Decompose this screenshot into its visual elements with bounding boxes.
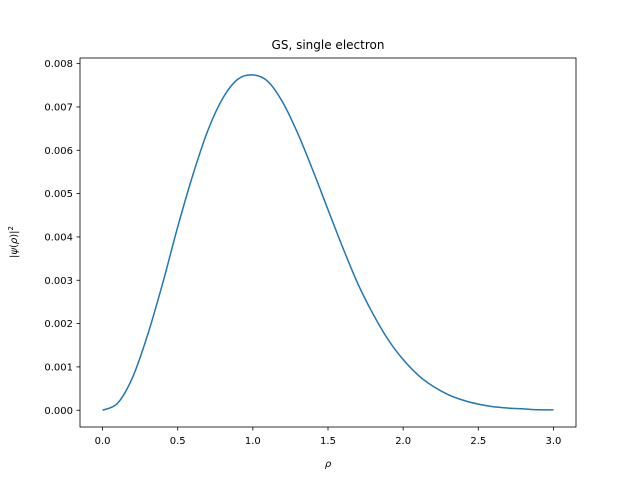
y-tick-label: 0.006 [44, 146, 73, 157]
y-axis-label: |ψ(ρ)|2 [7, 226, 20, 258]
y-tick-label: 0.004 [44, 233, 73, 244]
y-tick-label: 0.008 [44, 59, 73, 70]
y-tick-label: 0.001 [44, 363, 73, 374]
series-line [102, 74, 554, 411]
y-tick-label: 0.002 [44, 319, 73, 330]
y-tick-label: 0.003 [44, 276, 73, 287]
y-axis: 0.000 0.001 0.002 0.003 0.004 0.005 0.006 0.007… [44, 59, 80, 417]
x-tick-label: 3.0 [546, 436, 562, 447]
chart-title: GS, single electron [272, 38, 385, 52]
y-tick-label: 0.005 [44, 189, 73, 200]
y-tick-label: 0.007 [44, 103, 73, 114]
x-tick-label: 2.5 [470, 436, 486, 447]
x-tick-label: 2.0 [395, 436, 411, 447]
y-tick-label: 0.000 [44, 406, 73, 417]
x-tick-label: 0.0 [95, 436, 111, 447]
x-tick-label: 1.5 [320, 436, 336, 447]
x-tick-label: 1.0 [245, 436, 261, 447]
x-axis: 0.0 0.5 1.0 1.5 2.0 2.5 3.0 [95, 427, 562, 447]
x-axis-label: ρ [325, 459, 332, 470]
x-tick-label: 0.5 [170, 436, 186, 447]
